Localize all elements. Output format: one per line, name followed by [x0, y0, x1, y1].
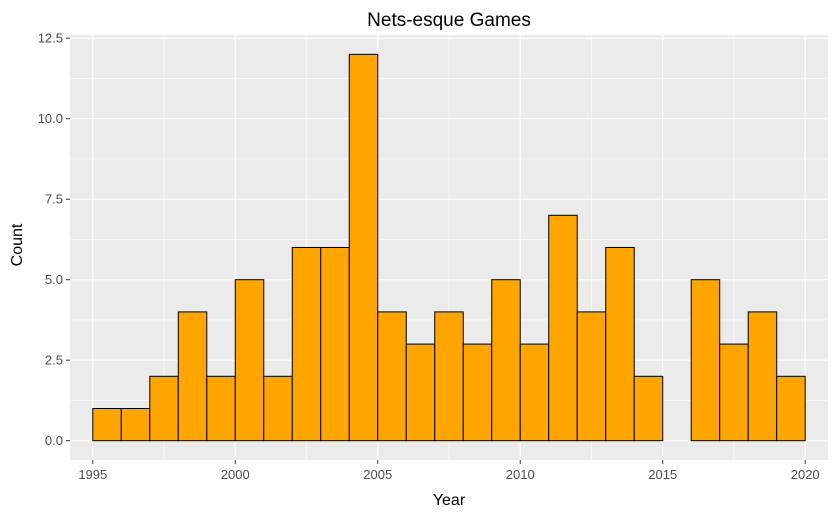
histogram-bar [633, 375, 664, 442]
chart-title: Nets-esque Games [367, 10, 531, 31]
x-tick-label: 2010 [506, 467, 535, 482]
histogram-bar [377, 311, 407, 442]
y-tick-label: 10.0 [38, 111, 63, 126]
histogram-bar [263, 375, 293, 442]
x-tick-label: 1995 [78, 467, 107, 482]
histogram-bar [120, 407, 151, 442]
x-tick-label: 2015 [648, 467, 677, 482]
histogram-bar [576, 311, 607, 442]
y-tick-label: 2.5 [45, 353, 63, 368]
histogram-bar [149, 375, 179, 442]
histogram-bar [548, 214, 578, 442]
x-tick-label: 2020 [791, 467, 820, 482]
histogram-bar [690, 279, 721, 442]
histogram-bars [92, 53, 806, 442]
y-tick-label: 0.0 [45, 433, 63, 448]
y-tick-label: 12.5 [38, 31, 63, 46]
histogram-bar [605, 247, 635, 442]
histogram-bar [291, 247, 322, 442]
histogram-bar [177, 311, 208, 442]
histogram-bar [491, 279, 521, 442]
y-tick-label: 5.0 [45, 272, 63, 287]
x-axis: 1995 2000 2005 2010 2015 2020 [78, 460, 820, 482]
x-tick-label: 2005 [363, 467, 392, 482]
histogram-bar [776, 375, 806, 442]
histogram-bar [206, 375, 236, 442]
histogram-bar [719, 343, 749, 442]
y-axis-title: Count [9, 223, 26, 266]
histogram-bar [348, 53, 379, 442]
histogram-bar [462, 343, 493, 442]
histogram-bar [519, 343, 550, 442]
histogram-bar [92, 407, 122, 442]
histogram-bar [405, 343, 436, 442]
histogram-bar [434, 311, 464, 442]
histogram-bar [234, 279, 265, 442]
x-tick-label: 2000 [221, 467, 250, 482]
histogram-bar [320, 247, 350, 442]
y-tick-label: 7.5 [45, 192, 63, 207]
x-axis-title: Year [433, 492, 466, 509]
y-axis: 0.0 2.5 5.0 7.5 10.0 12.5 [38, 31, 70, 448]
histogram-bar [747, 311, 778, 442]
